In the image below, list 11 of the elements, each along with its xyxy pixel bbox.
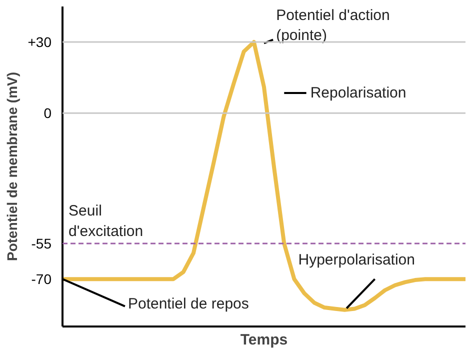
y-tick-label: -55 — [31, 236, 52, 252]
x-axis-title: Temps — [240, 332, 288, 348]
y-tick-label: +30 — [28, 34, 52, 50]
y-tick-label: -70 — [31, 271, 52, 288]
ref-line-label: Seuil d'excitation — [68, 202, 144, 240]
annotation: Repolarisation — [310, 84, 406, 102]
annotation: Potentiel d'action (pointe) — [276, 6, 390, 44]
annotation: Hyperpolarisation — [298, 252, 415, 269]
annotation: Potentiel de repos — [128, 295, 249, 312]
y-axis-title: Potentiel de membrane (mV) — [4, 72, 20, 262]
y-tick-label: 0 — [44, 105, 52, 122]
